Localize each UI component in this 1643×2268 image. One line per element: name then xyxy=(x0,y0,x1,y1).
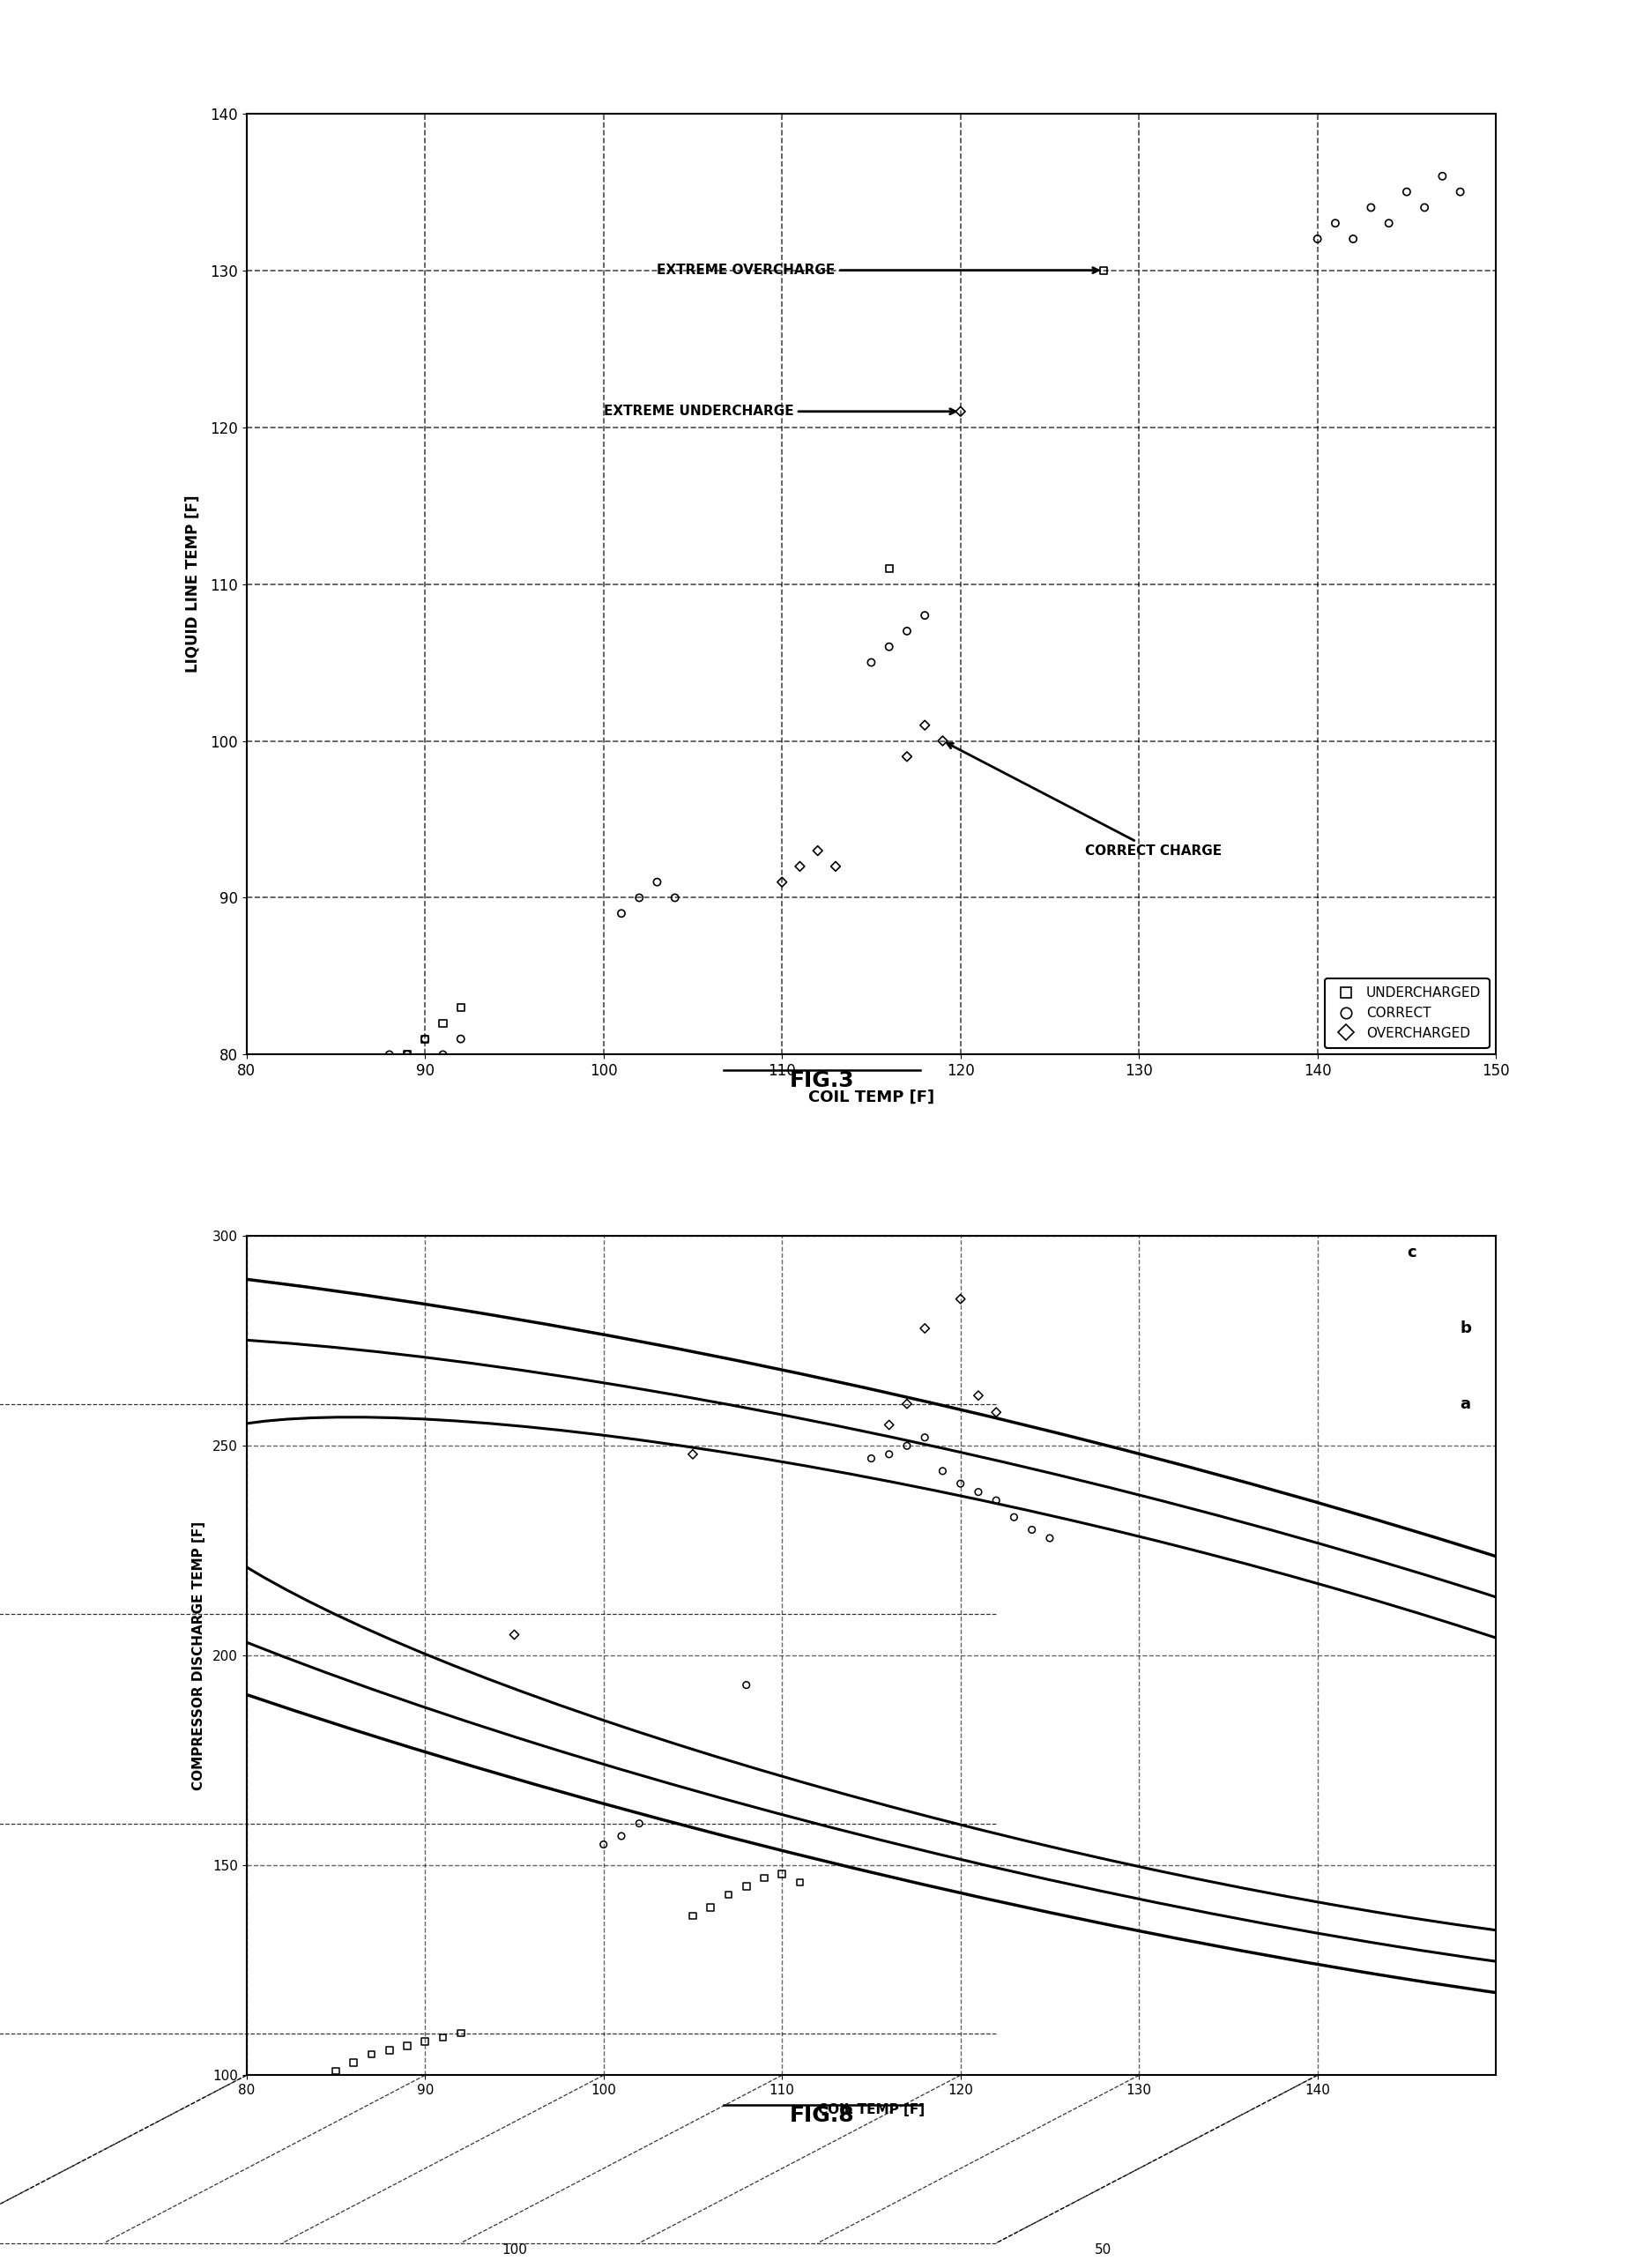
Point xyxy=(358,2037,384,2073)
Point xyxy=(946,1465,973,1501)
Text: a: a xyxy=(1459,1397,1470,1411)
Point xyxy=(894,1386,920,1422)
Point xyxy=(501,1617,527,1653)
Text: 100: 100 xyxy=(501,2243,527,2257)
Point xyxy=(733,1667,759,1703)
Point xyxy=(946,1281,973,1318)
Text: b: b xyxy=(1459,1320,1470,1336)
Point xyxy=(412,1021,439,1057)
Point xyxy=(876,1406,902,1442)
Text: FIG.8: FIG.8 xyxy=(789,2105,854,2125)
X-axis label: COIL TEMP [F]: COIL TEMP [F] xyxy=(818,2102,923,2116)
Point xyxy=(912,1311,938,1347)
Point xyxy=(394,1036,421,1073)
Point xyxy=(322,2053,348,2089)
Point xyxy=(822,848,848,885)
Point xyxy=(1303,220,1329,256)
Point xyxy=(429,2019,455,2055)
Point xyxy=(626,1805,652,1842)
Text: 50: 50 xyxy=(1094,2243,1111,2257)
Point xyxy=(429,1005,455,1041)
Point xyxy=(679,1436,705,1472)
Point xyxy=(876,628,902,665)
Point xyxy=(983,1395,1009,1431)
Text: EXTREME UNDERCHARGE: EXTREME UNDERCHARGE xyxy=(603,406,955,417)
Point xyxy=(1019,1513,1045,1549)
Point xyxy=(769,1855,795,1892)
Point xyxy=(928,723,955,760)
Point xyxy=(858,644,884,680)
Point xyxy=(1321,204,1347,240)
Point xyxy=(447,2016,473,2053)
X-axis label: COIL TEMP [F]: COIL TEMP [F] xyxy=(808,1089,933,1105)
Text: CORRECT CHARGE: CORRECT CHARGE xyxy=(946,744,1221,857)
Point xyxy=(340,2043,366,2080)
Point xyxy=(983,1483,1009,1520)
Point xyxy=(803,832,830,869)
Point xyxy=(946,392,973,429)
Text: c: c xyxy=(1406,1245,1415,1261)
Point xyxy=(644,864,670,900)
Point xyxy=(769,864,795,900)
Point xyxy=(964,1474,991,1510)
Point xyxy=(608,896,634,932)
Point xyxy=(733,1869,759,1905)
Text: FIG.3: FIG.3 xyxy=(789,1070,854,1091)
Point xyxy=(429,1036,455,1073)
Point xyxy=(1001,1499,1027,1535)
Point xyxy=(608,1819,634,1855)
Point xyxy=(1428,159,1454,195)
Point xyxy=(1411,191,1438,227)
Point xyxy=(1037,1520,1063,1556)
Point xyxy=(394,2028,421,2064)
Point xyxy=(876,551,902,587)
Point xyxy=(697,1889,723,1926)
Point xyxy=(751,1860,777,1896)
Point xyxy=(376,1036,403,1073)
Point xyxy=(1446,175,1472,211)
Point xyxy=(912,596,938,633)
Point xyxy=(1339,220,1365,256)
Point xyxy=(412,2023,439,2059)
Point xyxy=(858,1440,884,1476)
Text: EXTREME OVERCHARGE: EXTREME OVERCHARGE xyxy=(657,263,1098,277)
Point xyxy=(787,1864,813,1901)
Point xyxy=(662,880,688,916)
Point xyxy=(447,1021,473,1057)
Point xyxy=(1375,204,1401,240)
Point xyxy=(1089,252,1116,288)
Point xyxy=(715,1876,741,1912)
Point xyxy=(787,848,813,885)
Y-axis label: LIQUID LINE TEMP [F]: LIQUID LINE TEMP [F] xyxy=(184,494,200,674)
Point xyxy=(394,1036,421,1073)
Point xyxy=(590,1826,616,1862)
Point xyxy=(1357,191,1383,227)
Point xyxy=(447,989,473,1025)
Point xyxy=(894,739,920,776)
Point xyxy=(912,1420,938,1456)
Point xyxy=(928,1454,955,1490)
Point xyxy=(876,1436,902,1472)
Point xyxy=(376,2032,403,2068)
Legend: UNDERCHARGED, CORRECT, OVERCHARGED: UNDERCHARGED, CORRECT, OVERCHARGED xyxy=(1324,978,1489,1048)
Point xyxy=(1393,175,1420,211)
Point xyxy=(912,708,938,744)
Point xyxy=(964,1377,991,1413)
Y-axis label: COMPRESSOR DISCHARGE TEMP [F]: COMPRESSOR DISCHARGE TEMP [F] xyxy=(192,1522,205,1789)
Point xyxy=(626,880,652,916)
Point xyxy=(894,612,920,649)
Point xyxy=(412,1021,439,1057)
Point xyxy=(679,1898,705,1935)
Point xyxy=(894,1429,920,1465)
